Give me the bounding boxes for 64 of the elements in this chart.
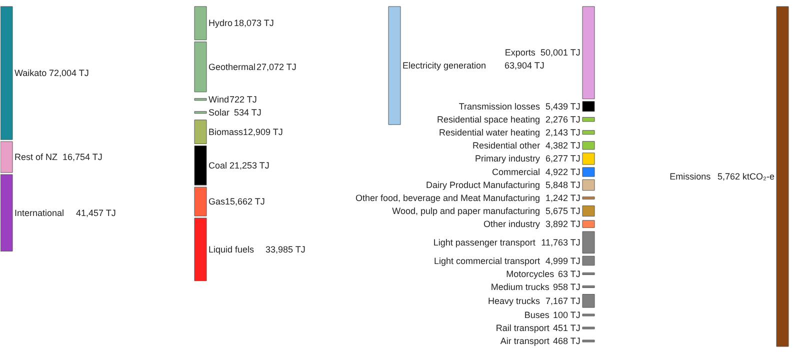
category-label: Light passenger transport: [433, 237, 536, 248]
category-label: Solar: [208, 107, 230, 118]
data-label: 534 TJ: [234, 107, 262, 118]
category-label: Wind: [208, 94, 230, 104]
data-label: 468 TJ: [552, 336, 580, 346]
category-label: International: [14, 208, 64, 218]
data-label: 4,999 TJ: [545, 256, 580, 266]
data-label: 4,382 TJ: [545, 140, 580, 150]
data-label: 63,904 TJ: [504, 60, 544, 71]
data-label: 7,167 TJ: [545, 296, 580, 306]
category-label: Biomass: [208, 126, 244, 137]
data-label: 3,892 TJ: [545, 219, 580, 230]
data-label: 5,762 ktCO₂-e: [717, 172, 775, 182]
data-label: 11,763 TJ: [541, 237, 580, 248]
category-label: Liquid fuels: [208, 244, 255, 254]
category-label: Residential other: [472, 140, 540, 150]
data-label: 15,662 TJ: [225, 196, 265, 207]
data-label: 63 TJ: [558, 268, 580, 279]
data-label: 6,277 TJ: [545, 154, 580, 164]
category-label: Rest of NZ: [14, 152, 58, 162]
data-label: 18,073 TJ: [234, 18, 274, 28]
data-label: 72,004 TJ: [49, 68, 89, 78]
data-label: 451 TJ: [552, 323, 580, 333]
data-label: 27,072 TJ: [256, 62, 296, 72]
category-label: Wood, pulp and paper manufacturing: [392, 206, 540, 216]
data-label: 722 TJ: [230, 94, 257, 104]
category-label: Waikato: [14, 68, 47, 78]
data-label: 33,985 TJ: [266, 244, 306, 254]
data-label: 2,276 TJ: [545, 114, 580, 124]
category-label: Commercial: [492, 167, 540, 178]
category-label: Dairy Product Manufacturing: [426, 180, 540, 190]
category-label: Coal: [208, 160, 228, 170]
category-label: Light commercial transport: [434, 256, 541, 266]
data-label: 21,253 TJ: [230, 160, 270, 170]
category-label: Heavy trucks: [488, 296, 541, 306]
data-label: 958 TJ: [552, 282, 580, 292]
category-label: Electricity generation: [402, 60, 486, 71]
category-label: Medium trucks: [490, 282, 550, 292]
category-label: Transmission losses: [458, 101, 541, 112]
data-label: 5,439 TJ: [545, 101, 580, 112]
category-label: Gas: [208, 196, 226, 207]
category-label: Primary industry: [475, 154, 541, 164]
data-label: 4,922 TJ: [545, 167, 580, 178]
data-label: 50,001 TJ: [540, 48, 580, 58]
category-label: Air transport: [500, 336, 550, 346]
data-label: 5,675 TJ: [545, 206, 580, 216]
category-label: Residential space heating: [436, 114, 540, 124]
category-label: Other food, beverage and Meat Manufacturing: [355, 193, 540, 204]
category-label: Other industry: [484, 219, 541, 230]
data-label: 12,909 TJ: [243, 126, 283, 137]
data-label: 100 TJ: [552, 310, 580, 320]
category-label: Motorcycles: [506, 268, 555, 279]
category-label: Hydro: [208, 18, 233, 28]
data-label: 1,242 TJ: [545, 193, 580, 204]
data-label: 41,457 TJ: [76, 208, 116, 218]
category-label: Rail transport: [496, 323, 550, 333]
category-label: Residential water heating: [439, 127, 540, 138]
category-label: Buses: [524, 310, 550, 320]
data-label: 16,754 TJ: [62, 152, 102, 162]
data-label: 2,143 TJ: [545, 127, 580, 138]
category-label: Emissions: [670, 172, 712, 182]
category-label: Geothermal: [208, 62, 256, 72]
data-label: 5,848 TJ: [545, 180, 580, 190]
category-label: Exports: [504, 48, 536, 58]
